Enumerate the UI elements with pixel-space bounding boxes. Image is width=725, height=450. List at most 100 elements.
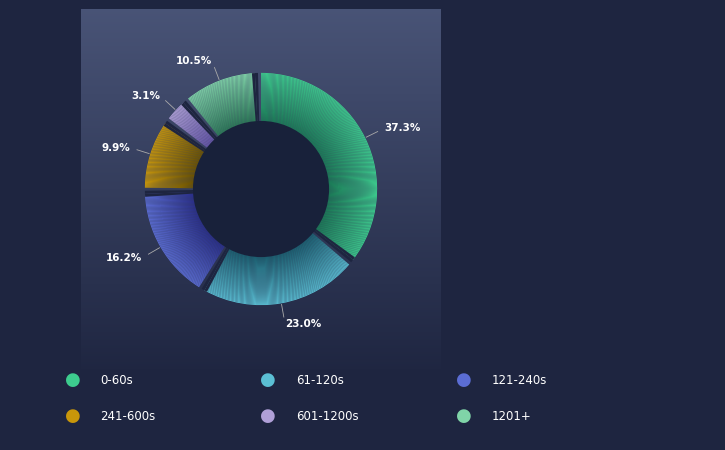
Wedge shape (207, 104, 257, 124)
Wedge shape (173, 107, 188, 122)
Wedge shape (187, 192, 222, 252)
Wedge shape (179, 112, 193, 126)
Wedge shape (174, 140, 190, 188)
Wedge shape (153, 194, 204, 281)
Wedge shape (159, 131, 178, 188)
Text: ●: ● (456, 407, 472, 425)
Wedge shape (255, 73, 260, 122)
Text: 121-240s: 121-240s (492, 374, 547, 387)
Wedge shape (183, 117, 196, 130)
Wedge shape (175, 108, 189, 124)
Text: ●: ● (456, 371, 472, 389)
Wedge shape (183, 145, 197, 188)
Wedge shape (187, 147, 201, 188)
Wedge shape (145, 190, 194, 194)
Text: 601-1200s: 601-1200s (296, 410, 358, 423)
Wedge shape (204, 248, 230, 292)
Wedge shape (261, 105, 345, 240)
Wedge shape (154, 129, 174, 188)
Wedge shape (157, 193, 207, 276)
Wedge shape (147, 124, 167, 188)
Wedge shape (170, 193, 212, 266)
Wedge shape (150, 126, 170, 188)
Wedge shape (160, 193, 208, 274)
Text: 10.5%: 10.5% (175, 56, 212, 66)
Wedge shape (178, 142, 194, 188)
Wedge shape (220, 242, 324, 272)
Wedge shape (150, 194, 202, 283)
Wedge shape (168, 193, 212, 267)
Wedge shape (193, 192, 225, 247)
Wedge shape (261, 76, 374, 258)
Wedge shape (186, 192, 221, 252)
Wedge shape (210, 108, 257, 127)
Wedge shape (191, 77, 255, 103)
Wedge shape (183, 116, 196, 130)
Wedge shape (211, 109, 257, 127)
Wedge shape (185, 192, 221, 253)
Wedge shape (175, 193, 216, 261)
Wedge shape (261, 103, 347, 241)
Wedge shape (215, 115, 257, 132)
Wedge shape (209, 257, 341, 295)
Wedge shape (176, 193, 216, 261)
Wedge shape (170, 193, 213, 266)
Wedge shape (145, 194, 199, 287)
Wedge shape (198, 89, 256, 112)
Wedge shape (199, 91, 256, 114)
Wedge shape (191, 150, 204, 188)
Wedge shape (225, 236, 317, 262)
Wedge shape (261, 92, 357, 248)
Wedge shape (192, 124, 204, 137)
Wedge shape (261, 114, 336, 235)
Wedge shape (173, 193, 215, 263)
Wedge shape (190, 76, 255, 102)
Wedge shape (217, 119, 257, 135)
Wedge shape (227, 234, 314, 258)
Wedge shape (203, 96, 256, 117)
Wedge shape (204, 263, 349, 304)
Wedge shape (261, 75, 375, 259)
Text: 0-60s: 0-60s (100, 374, 133, 387)
Wedge shape (261, 79, 371, 256)
Wedge shape (177, 193, 217, 260)
Wedge shape (167, 193, 211, 269)
Wedge shape (169, 103, 184, 119)
Wedge shape (172, 105, 187, 122)
Wedge shape (205, 100, 257, 121)
Wedge shape (170, 104, 185, 120)
Wedge shape (202, 94, 256, 116)
Wedge shape (261, 86, 363, 252)
Text: 1201+: 1201+ (492, 410, 531, 423)
Wedge shape (219, 244, 326, 275)
Wedge shape (200, 93, 256, 115)
Wedge shape (222, 240, 322, 269)
Text: 9.9%: 9.9% (102, 143, 130, 153)
Wedge shape (193, 81, 255, 105)
Wedge shape (209, 106, 257, 125)
Wedge shape (201, 132, 211, 143)
Wedge shape (261, 80, 370, 256)
Wedge shape (188, 148, 202, 188)
Wedge shape (181, 192, 219, 256)
Wedge shape (184, 117, 197, 131)
Text: 37.3%: 37.3% (384, 123, 420, 134)
Wedge shape (315, 229, 355, 260)
Wedge shape (188, 120, 199, 133)
Wedge shape (145, 192, 194, 197)
Wedge shape (188, 192, 223, 251)
Wedge shape (168, 136, 186, 188)
Wedge shape (160, 132, 179, 188)
Wedge shape (210, 256, 339, 292)
Wedge shape (261, 100, 350, 243)
Wedge shape (174, 193, 215, 262)
Wedge shape (195, 84, 255, 108)
Wedge shape (261, 101, 349, 243)
Wedge shape (199, 90, 256, 113)
Wedge shape (174, 108, 188, 123)
Wedge shape (261, 112, 338, 236)
Wedge shape (261, 81, 368, 254)
Wedge shape (196, 85, 256, 108)
Wedge shape (225, 235, 316, 261)
Wedge shape (180, 192, 218, 257)
